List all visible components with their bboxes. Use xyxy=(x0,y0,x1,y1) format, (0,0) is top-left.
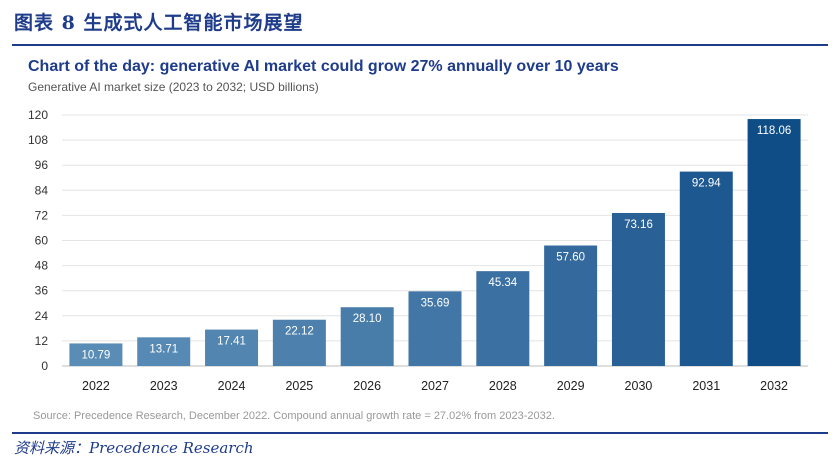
bar-value-label: 28.10 xyxy=(353,313,382,325)
bar-2030 xyxy=(611,212,665,366)
x-tick-label: 2031 xyxy=(692,379,720,393)
chart-title: Chart of the day: generative AI market c… xyxy=(28,58,619,75)
x-tick-label: 2022 xyxy=(82,379,110,393)
bar-value-label: 118.06 xyxy=(757,125,791,137)
x-tick-label: 2030 xyxy=(625,379,653,393)
bar-value-label: 17.41 xyxy=(217,336,246,348)
x-tick-label: 2023 xyxy=(150,379,178,393)
y-tick-label: 96 xyxy=(35,158,49,172)
y-tick-label: 84 xyxy=(35,183,49,197)
y-tick-label: 24 xyxy=(35,309,49,323)
x-tick-label: 2025 xyxy=(285,379,313,393)
bar-2032 xyxy=(747,119,801,366)
bar-value-label: 57.60 xyxy=(556,252,585,264)
chart-source-note: Source: Precedence Research, December 20… xyxy=(33,410,555,422)
y-axis-ticks: 0 12 24 36 48 60 72 84 96 108 120 xyxy=(28,108,48,373)
bar-value-label: 92.94 xyxy=(692,178,721,190)
y-tick-label: 0 xyxy=(41,359,48,373)
top-divider xyxy=(12,44,828,46)
y-tick-label: 36 xyxy=(35,284,49,298)
x-tick-label: 2028 xyxy=(489,379,517,393)
bar-value-label: 45.34 xyxy=(488,277,517,289)
bar-value-label: 35.69 xyxy=(421,297,450,309)
x-axis-ticks: 2022 2023 2024 2025 2026 2027 2028 2029 2030 2031… xyxy=(82,379,788,393)
bar-2023 xyxy=(137,337,191,366)
bar-2022 xyxy=(69,343,123,366)
figure-title: 图表 8 生成式人工智能市场展望 xyxy=(14,12,304,34)
y-tick-label: 72 xyxy=(35,208,49,222)
x-tick-label: 2027 xyxy=(421,379,449,393)
x-tick-label: 2029 xyxy=(557,379,585,393)
y-tick-label: 108 xyxy=(28,133,48,147)
data-source: 资料来源：Precedence Research xyxy=(14,439,254,457)
bar-2027 xyxy=(408,291,462,366)
bar-2026 xyxy=(340,307,394,366)
y-tick-label: 48 xyxy=(35,259,49,273)
bar-2031 xyxy=(679,171,733,366)
y-tick-label: 120 xyxy=(28,108,48,122)
bar-value-label: 13.71 xyxy=(149,343,178,355)
x-tick-label: 2026 xyxy=(353,379,381,393)
bar-value-label: 73.16 xyxy=(624,219,653,231)
bar-2025 xyxy=(272,319,326,366)
y-tick-label: 12 xyxy=(35,334,49,348)
y-tick-label: 60 xyxy=(35,234,49,248)
bar-value-label: 10.79 xyxy=(82,349,111,361)
bar-2024 xyxy=(205,329,259,366)
bottom-divider xyxy=(12,432,828,434)
bar-value-label: 22.12 xyxy=(285,326,314,338)
bar-2028 xyxy=(476,271,530,366)
x-tick-label: 2032 xyxy=(760,379,788,393)
bar-2029 xyxy=(544,245,598,366)
bar-value-labels: 10.79 13.71 17.41 22.12 28.10 35.69 45.34 57.60… xyxy=(82,125,792,361)
x-tick-label: 2024 xyxy=(218,379,246,393)
chart-subtitle: Generative AI market size (2023 to 2032;… xyxy=(28,80,319,94)
bars xyxy=(69,119,801,366)
